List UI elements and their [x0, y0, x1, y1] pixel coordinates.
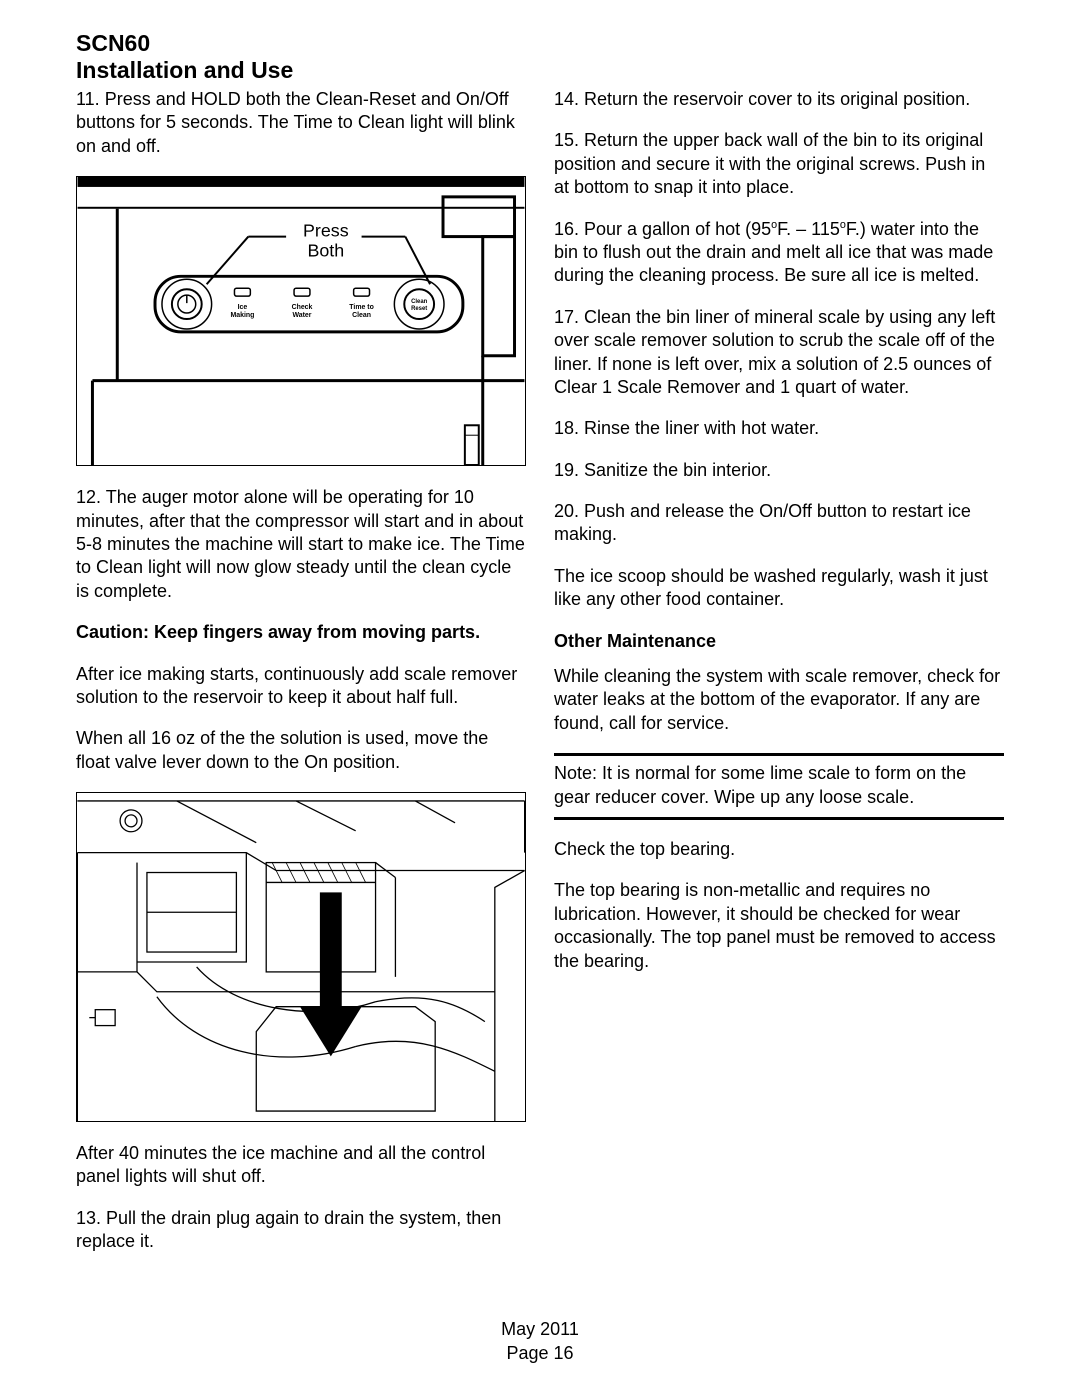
step-15: 15. Return the upper back wall of the bi…	[554, 129, 1004, 199]
step-19: 19. Sanitize the bin interior.	[554, 459, 1004, 482]
svg-text:Making: Making	[230, 312, 254, 319]
svg-text:Check: Check	[292, 304, 313, 311]
after-ice-text: After ice making starts, continuously ad…	[76, 663, 526, 710]
figure-control-panel: Press Both Ice Making Check Water T	[76, 176, 526, 466]
svg-text:Clean: Clean	[352, 312, 371, 319]
fig-label-press: Press	[303, 221, 349, 241]
svg-text:Water: Water	[292, 312, 311, 319]
page-footer: May 2011 Page 16	[0, 1318, 1080, 1365]
figure-float-valve	[76, 792, 526, 1122]
when-all-text: When all 16 oz of the the solution is us…	[76, 727, 526, 774]
model-number: SCN60	[76, 30, 1004, 57]
fig-label-both: Both	[307, 241, 344, 261]
svg-text:Clean: Clean	[411, 299, 428, 305]
step-18: 18. Rinse the liner with hot water.	[554, 417, 1004, 440]
while-cleaning-text: While cleaning the system with scale rem…	[554, 665, 1004, 735]
svg-text:Time to: Time to	[349, 304, 374, 311]
step-11: 11. Press and HOLD both the Clean-Reset …	[76, 88, 526, 158]
control-panel-svg: Press Both Ice Making Check Water T	[77, 177, 525, 465]
note-text: Note: It is normal for some lime scale t…	[554, 763, 966, 806]
doc-title: Installation and Use	[76, 57, 1004, 84]
left-column: 11. Press and HOLD both the Clean-Reset …	[76, 88, 526, 1272]
footer-page: Page 16	[0, 1342, 1080, 1365]
step-16: 16. Pour a gallon of hot (95oF. – 115oF.…	[554, 218, 1004, 288]
step-17: 17. Clean the bin liner of mineral scale…	[554, 306, 1004, 400]
top-bearing-text: The top bearing is non-metallic and requ…	[554, 879, 1004, 973]
other-maintenance-heading: Other Maintenance	[554, 630, 1004, 653]
right-column: 14. Return the reservoir cover to its or…	[554, 88, 1004, 1272]
after-40-text: After 40 minutes the ice machine and all…	[76, 1142, 526, 1189]
doc-header: SCN60 Installation and Use	[76, 30, 1004, 84]
float-valve-svg	[77, 793, 525, 1121]
scoop-text: The ice scoop should be washed regularly…	[554, 565, 1004, 612]
footer-date: May 2011	[0, 1318, 1080, 1341]
step-14: 14. Return the reservoir cover to its or…	[554, 88, 1004, 111]
svg-text:Ice: Ice	[238, 304, 248, 311]
check-bearing-text: Check the top bearing.	[554, 838, 1004, 861]
svg-text:Reset: Reset	[411, 306, 427, 312]
step-20: 20. Push and release the On/Off button t…	[554, 500, 1004, 547]
step-12: 12. The auger motor alone will be operat…	[76, 486, 526, 603]
two-column-layout: 11. Press and HOLD both the Clean-Reset …	[76, 88, 1004, 1272]
note-box: Note: It is normal for some lime scale t…	[554, 753, 1004, 820]
caution-text: Caution: Keep fingers away from moving p…	[76, 621, 526, 644]
step-13: 13. Pull the drain plug again to drain t…	[76, 1207, 526, 1254]
